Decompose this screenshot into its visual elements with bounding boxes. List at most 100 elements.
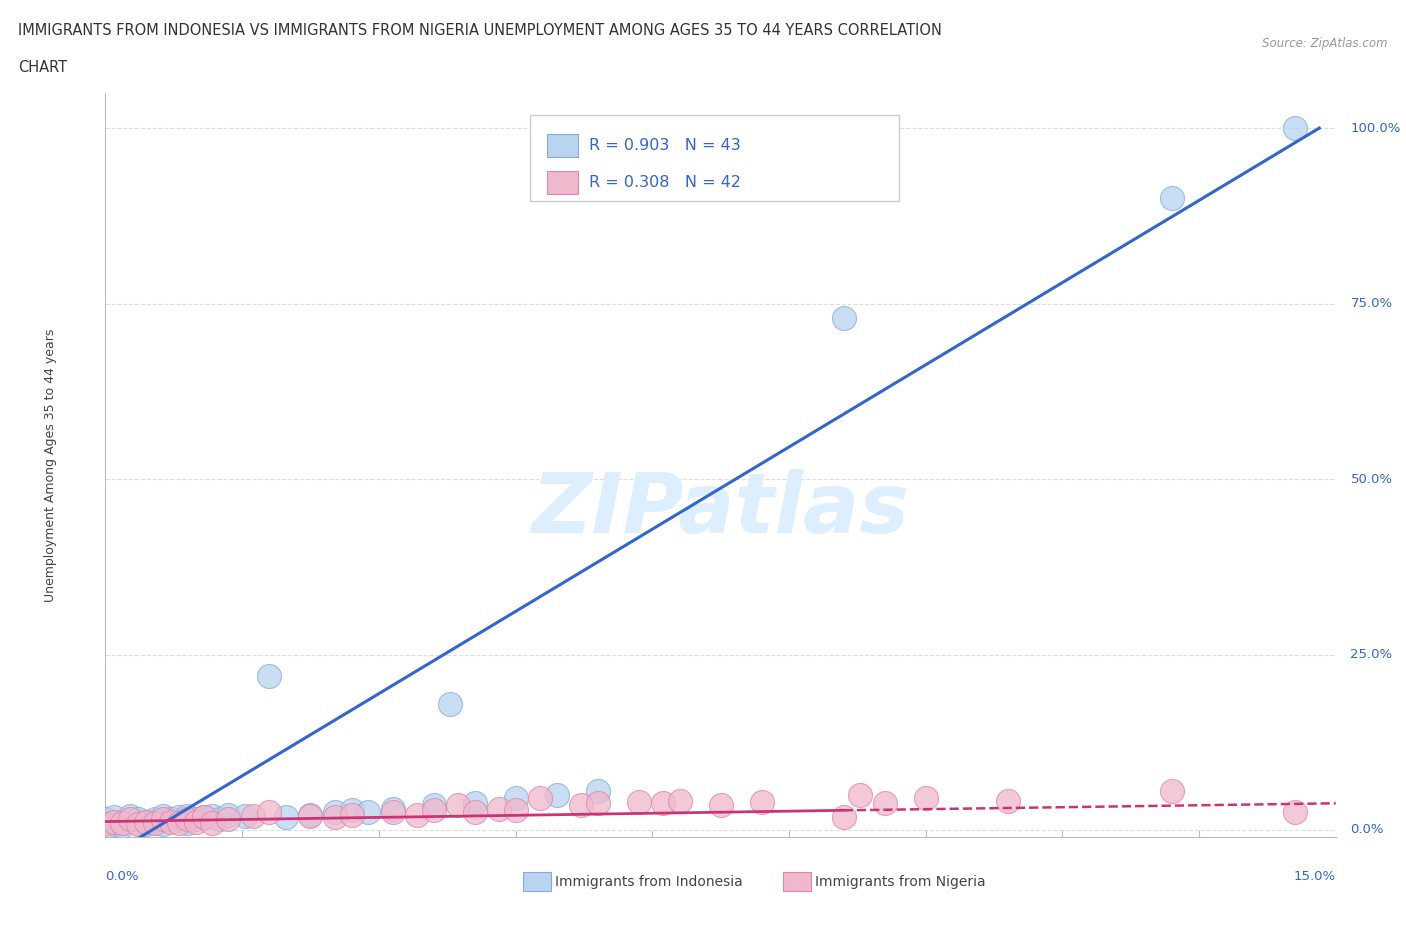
Point: [422, 798, 444, 813]
Point: [340, 807, 363, 822]
Text: 75.0%: 75.0%: [1350, 297, 1392, 310]
Point: [176, 808, 198, 823]
Point: [111, 816, 134, 830]
Point: [111, 816, 134, 830]
Point: [323, 810, 346, 825]
Point: [340, 803, 363, 817]
Point: [176, 816, 198, 830]
Point: [488, 802, 510, 817]
Point: [127, 816, 149, 830]
Text: ZIPatlas: ZIPatlas: [531, 469, 910, 551]
Point: [209, 812, 232, 827]
Point: [201, 816, 224, 830]
Point: [422, 803, 444, 817]
Point: [357, 805, 380, 820]
Text: R = 0.903   N = 43: R = 0.903 N = 43: [589, 138, 741, 153]
Point: [176, 812, 198, 827]
Point: [832, 810, 855, 825]
Text: 50.0%: 50.0%: [1350, 472, 1392, 485]
Text: R = 0.308   N = 42: R = 0.308 N = 42: [589, 175, 741, 191]
Point: [233, 808, 256, 823]
Text: 25.0%: 25.0%: [1350, 648, 1392, 661]
Point: [218, 812, 240, 827]
Text: 0.0%: 0.0%: [105, 870, 139, 883]
Point: [505, 803, 527, 817]
Point: [652, 796, 675, 811]
Point: [751, 794, 773, 809]
Text: 0.0%: 0.0%: [1350, 823, 1384, 836]
Point: [1160, 784, 1182, 799]
Text: CHART: CHART: [18, 60, 67, 75]
Point: [135, 817, 157, 831]
Point: [997, 793, 1019, 808]
Point: [135, 814, 157, 829]
Point: [169, 810, 191, 825]
Point: [274, 810, 297, 825]
Point: [201, 808, 224, 823]
Point: [103, 814, 125, 829]
Point: [546, 788, 568, 803]
Point: [627, 794, 650, 809]
Point: [94, 812, 117, 827]
Point: [299, 807, 322, 822]
Point: [103, 817, 125, 831]
Point: [464, 796, 486, 811]
Point: [873, 796, 896, 811]
Point: [193, 810, 215, 825]
Point: [152, 817, 174, 831]
Point: [152, 812, 174, 827]
Point: [103, 810, 125, 825]
Point: [120, 812, 141, 827]
Point: [193, 810, 215, 825]
Point: [381, 805, 404, 820]
Point: [135, 814, 157, 829]
Point: [143, 812, 166, 827]
Point: [447, 798, 470, 813]
Point: [143, 816, 166, 830]
Point: [586, 784, 609, 799]
Point: [299, 808, 322, 823]
Point: [120, 808, 141, 823]
Point: [103, 814, 125, 829]
Text: Unemployment Among Ages 35 to 44 years: Unemployment Among Ages 35 to 44 years: [44, 328, 56, 602]
Text: Source: ZipAtlas.com: Source: ZipAtlas.com: [1263, 37, 1388, 50]
Point: [464, 805, 486, 820]
Point: [832, 311, 855, 325]
Point: [143, 816, 166, 830]
Point: [160, 812, 183, 827]
Point: [586, 796, 609, 811]
Point: [1284, 121, 1306, 136]
Point: [529, 790, 551, 805]
Text: Immigrants from Indonesia: Immigrants from Indonesia: [555, 874, 744, 889]
Point: [184, 812, 207, 827]
Point: [152, 808, 174, 823]
Point: [111, 819, 134, 834]
Point: [406, 807, 429, 822]
Point: [323, 805, 346, 820]
Point: [94, 816, 117, 830]
Point: [120, 812, 141, 827]
Point: [1284, 805, 1306, 820]
Text: Immigrants from Nigeria: Immigrants from Nigeria: [815, 874, 986, 889]
Point: [710, 798, 733, 813]
Point: [259, 805, 281, 820]
Point: [94, 817, 117, 831]
Point: [127, 817, 149, 831]
Point: [127, 812, 149, 827]
Point: [439, 697, 461, 711]
Point: [242, 808, 264, 823]
Point: [169, 816, 191, 830]
Point: [381, 802, 404, 817]
Text: 100.0%: 100.0%: [1350, 122, 1400, 135]
Point: [218, 807, 240, 822]
Point: [184, 814, 207, 829]
Point: [505, 790, 527, 805]
Point: [849, 788, 872, 803]
Text: IMMIGRANTS FROM INDONESIA VS IMMIGRANTS FROM NIGERIA UNEMPLOYMENT AMONG AGES 35 : IMMIGRANTS FROM INDONESIA VS IMMIGRANTS …: [18, 23, 942, 38]
Point: [914, 790, 936, 805]
Point: [569, 798, 592, 813]
Point: [1160, 191, 1182, 206]
Text: 15.0%: 15.0%: [1294, 870, 1336, 883]
Point: [259, 668, 281, 683]
Point: [160, 814, 183, 829]
